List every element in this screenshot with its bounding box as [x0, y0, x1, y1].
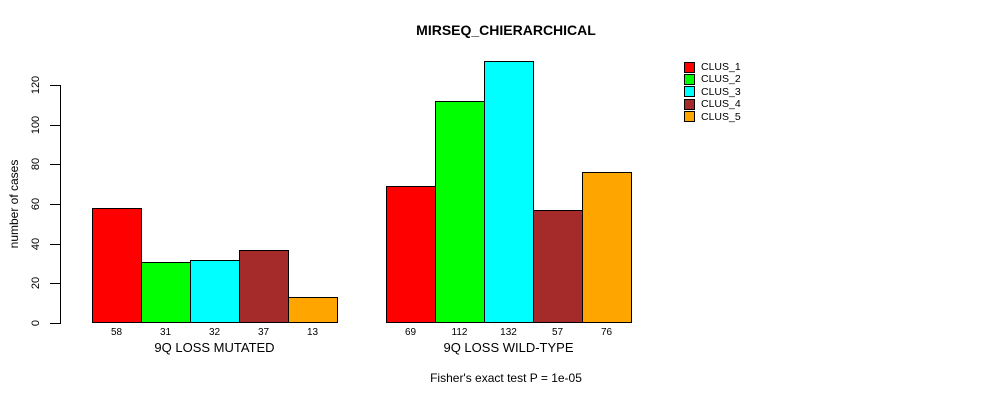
y-axis-line [60, 85, 61, 324]
y-axis-tick [50, 323, 60, 324]
bar-value-label: 37 [257, 327, 270, 338]
y-axis-tick [50, 204, 60, 205]
bar-clus_5-group1 [288, 297, 338, 323]
legend-item-clus_2: CLUS_2 [684, 73, 741, 85]
bar-value-label: 58 [110, 327, 123, 338]
bar-clus_4-group1 [239, 249, 289, 323]
chart-subtitle: Fisher's exact test P = 1e-05 [430, 371, 582, 385]
legend-swatch-icon [684, 98, 695, 110]
legend-swatch-icon [684, 111, 695, 123]
bar-clus_1-group2 [386, 186, 436, 323]
bar-value-label: 112 [451, 327, 468, 338]
x-group-label: 9Q LOSS MUTATED [154, 340, 275, 355]
legend-swatch-icon [684, 86, 695, 98]
bar-value-label: 32 [208, 327, 221, 338]
y-axis-tick [50, 283, 60, 285]
legend: CLUS_1 CLUS_2 CLUS_3 CLUS_4 CLUS_5 [684, 61, 741, 123]
legend-item-clus_4: CLUS_4 [684, 98, 741, 110]
y-axis-tick-label: 0 [30, 319, 42, 327]
x-group-label: 9Q LOSS WILD-TYPE [443, 340, 574, 355]
legend-label: CLUS_4 [701, 98, 741, 111]
y-axis-tick-label: 20 [30, 277, 42, 290]
legend-label: CLUS_1 [701, 61, 741, 73]
legend-item-clus_3: CLUS_3 [684, 86, 741, 98]
legend-label: CLUS_3 [701, 85, 741, 98]
bar-value-label: 13 [306, 327, 319, 338]
y-axis-tick-label: 40 [30, 237, 42, 250]
legend-swatch-icon [684, 74, 695, 86]
y-axis-tick [50, 85, 60, 86]
chart-title: MIRSEQ_CHIERARCHICAL [416, 22, 596, 38]
bar-clus_3-group1 [190, 259, 240, 323]
y-axis-tick-label: 60 [30, 197, 42, 211]
bar-clus_3-group2 [484, 61, 534, 323]
bar-clus_2-group2 [435, 100, 485, 323]
bar-clus_5-group2 [582, 172, 632, 323]
bar-value-label: 76 [600, 327, 613, 338]
bar-value-label: 69 [404, 327, 417, 338]
y-axis-tick [50, 124, 60, 126]
legend-label: CLUS_2 [701, 73, 741, 86]
y-axis-tick-label: 100 [30, 115, 42, 134]
bar-value-label: 57 [551, 327, 564, 338]
bar-value-label: 31 [159, 327, 172, 338]
bar-clus_1-group1 [92, 207, 142, 323]
legend-label: CLUS_5 [701, 110, 741, 123]
y-axis-tick-label: 80 [30, 158, 42, 171]
legend-item-clus_5: CLUS_5 [684, 111, 741, 123]
y-axis-label: number of cases [7, 159, 21, 249]
legend-swatch-icon [684, 61, 695, 73]
bar-value-label: 132 [500, 327, 517, 338]
y-axis-tick [50, 243, 60, 245]
y-axis-tick-label: 120 [30, 75, 42, 95]
bar-clus_2-group1 [141, 261, 191, 323]
legend-item-clus_1: CLUS_1 [684, 61, 741, 73]
bar-clus_4-group2 [533, 209, 583, 323]
y-axis-tick [50, 164, 60, 166]
